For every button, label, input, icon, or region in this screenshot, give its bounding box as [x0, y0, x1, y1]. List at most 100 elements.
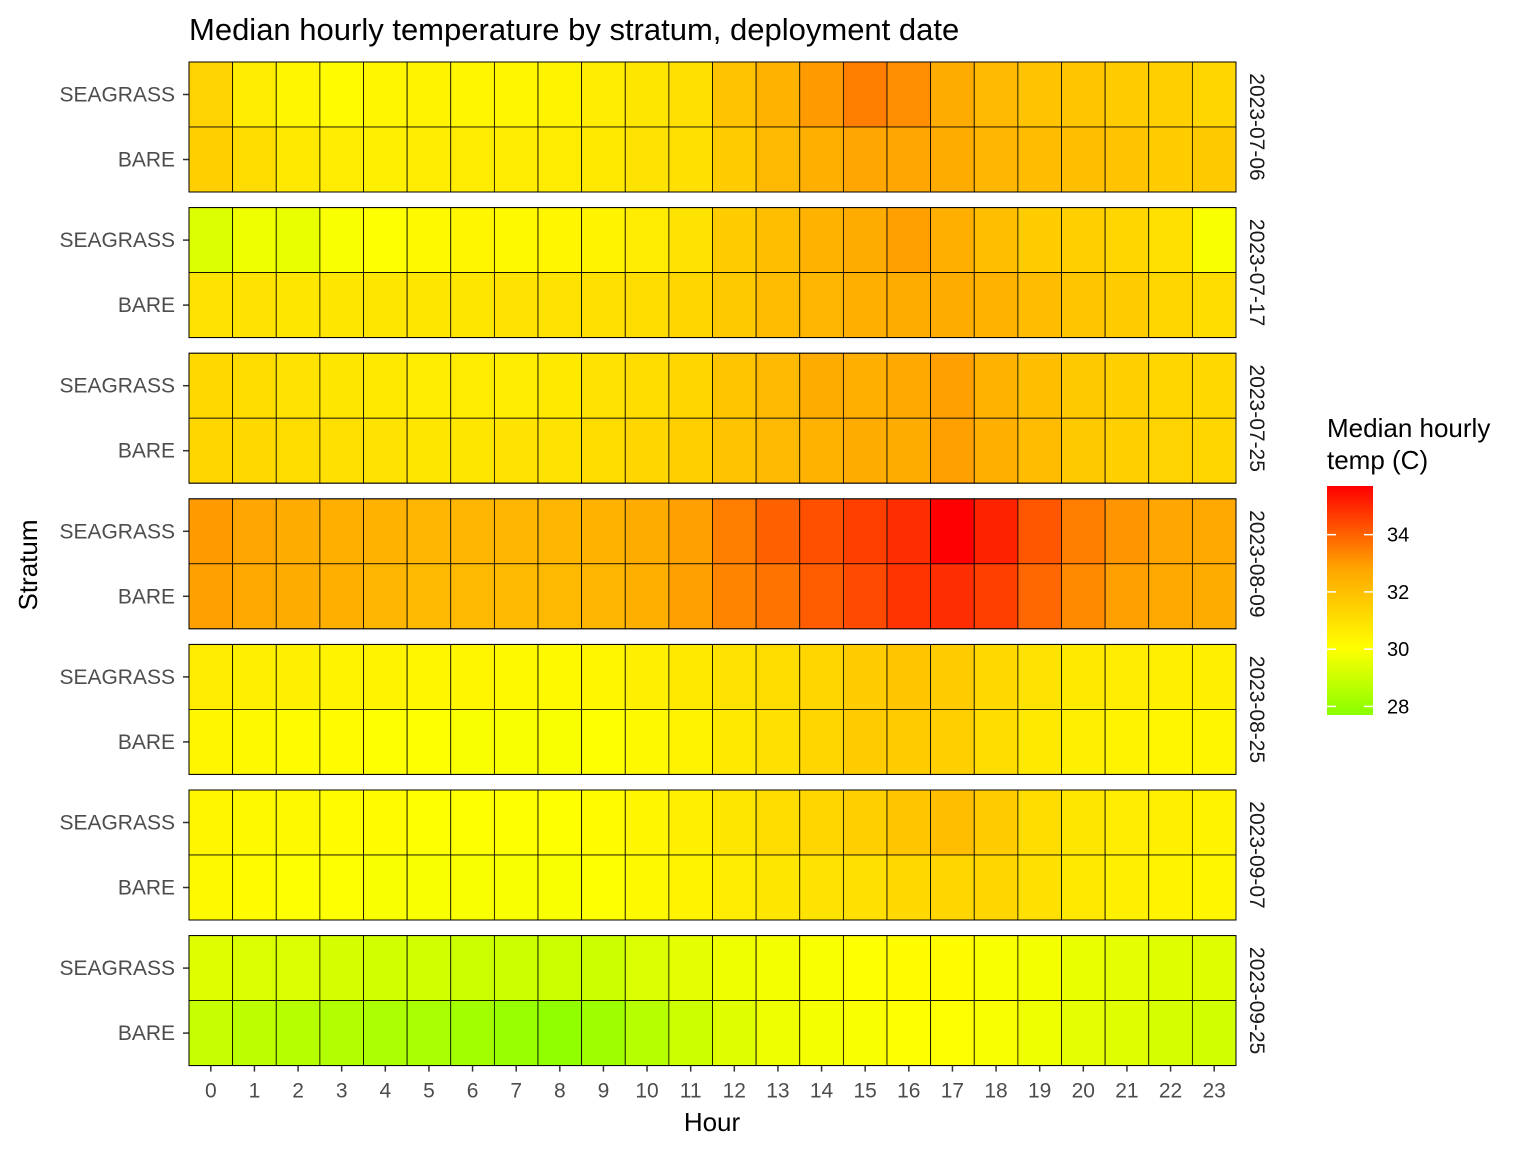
heatmap-cell	[581, 352, 626, 419]
heatmap-cell	[363, 789, 408, 856]
heatmap-cell	[1191, 644, 1237, 710]
heatmap-cell	[624, 709, 670, 775]
heatmap-cell	[624, 935, 670, 1001]
heatmap-cell	[842, 61, 888, 128]
heatmap-cell	[581, 207, 626, 274]
heatmap-cell	[973, 498, 1019, 565]
heatmap-cell	[232, 789, 277, 856]
heatmap-cell	[668, 61, 713, 128]
heatmap-cell	[1061, 207, 1106, 274]
heatmap-cell	[363, 935, 408, 1001]
legend-title-line-2: temp (C)	[1327, 445, 1428, 475]
heatmap-cell	[1104, 417, 1150, 484]
heatmap-cell	[450, 272, 495, 339]
y-axis-title: Stratum	[13, 519, 43, 610]
heatmap-cell	[1148, 417, 1193, 484]
heatmap-cell	[755, 207, 801, 274]
heatmap-cell	[493, 61, 539, 128]
heatmap-cell	[1148, 854, 1193, 921]
heatmap-cell	[799, 498, 844, 565]
heatmap-cell	[363, 854, 408, 921]
heatmap-cell	[842, 789, 888, 856]
heatmap-cell	[406, 1000, 452, 1066]
x-tick-label: 15	[854, 1080, 877, 1103]
heatmap-cell	[363, 272, 408, 339]
heatmap-cell	[232, 709, 277, 775]
legend-title-line-1: Median hourly	[1327, 413, 1490, 443]
y-tick-label: SEAGRASS	[59, 812, 175, 835]
legend-tick-label: 32	[1387, 582, 1409, 604]
heatmap-cell	[1191, 854, 1237, 921]
heatmap-cell	[363, 417, 408, 484]
heatmap-cell	[188, 644, 234, 710]
heatmap-cell	[799, 854, 844, 921]
heatmap-cell	[930, 644, 975, 710]
heatmap-cell	[930, 207, 975, 274]
heatmap-cell	[406, 207, 452, 274]
heatmap-cell	[1191, 789, 1237, 856]
heatmap-cell	[755, 935, 801, 1001]
heatmap-cell	[319, 498, 364, 565]
y-tick-label: SEAGRASS	[59, 84, 175, 107]
heatmap-cell	[232, 272, 277, 339]
heatmap-cell	[406, 498, 452, 565]
heatmap-cell	[712, 498, 757, 565]
heatmap-cell	[493, 417, 539, 484]
heatmap-cell	[1148, 352, 1193, 419]
heatmap-cell	[450, 498, 495, 565]
heatmap-cell	[581, 61, 626, 128]
heatmap-cell	[450, 789, 495, 856]
heatmap-cell	[406, 563, 452, 630]
heatmap-cell	[842, 126, 888, 193]
heatmap-cell	[450, 709, 495, 775]
heatmap-cell	[319, 272, 364, 339]
heatmap-cell	[1148, 207, 1193, 274]
heatmap-cell	[581, 563, 626, 630]
heatmap-cell	[363, 1000, 408, 1066]
heatmap-cell	[275, 61, 321, 128]
heatmap-cell	[755, 272, 801, 339]
heatmap-cell	[406, 417, 452, 484]
heatmap-cell	[624, 789, 670, 856]
heatmap-cell	[363, 563, 408, 630]
heatmap-cell	[581, 272, 626, 339]
heatmap-cell	[712, 563, 757, 630]
heatmap-cell	[493, 563, 539, 630]
heatmap-cell	[799, 935, 844, 1001]
heatmap-cell	[842, 563, 888, 630]
heatmap-cell	[581, 126, 626, 193]
heatmap-cell	[1061, 789, 1106, 856]
heatmap-cell	[1017, 272, 1062, 339]
heatmap-cell	[493, 352, 539, 419]
x-tick-label: 3	[336, 1080, 348, 1103]
heatmap-cell	[1104, 126, 1150, 193]
heatmap-cell	[973, 352, 1019, 419]
heatmap-cell	[930, 854, 975, 921]
x-tick-label: 19	[1028, 1080, 1051, 1103]
x-tick-label: 5	[423, 1080, 435, 1103]
heatmap-cell	[1017, 563, 1062, 630]
heatmap-cell	[232, 61, 277, 128]
heatmap-cell	[712, 854, 757, 921]
heatmap-cell	[537, 207, 583, 274]
heatmap-cell	[275, 854, 321, 921]
heatmap-cell	[1191, 935, 1237, 1001]
panel-border	[188, 61, 1237, 193]
heatmap-cell	[232, 1000, 277, 1066]
heatmap-cell	[930, 789, 975, 856]
heatmap-cell	[886, 1000, 932, 1066]
panel-border	[188, 207, 1237, 339]
heatmap-cell	[275, 352, 321, 419]
heatmap-cell	[363, 126, 408, 193]
panel-2023-08-25: SEAGRASS BARE 2023-08-25	[59, 643, 1268, 775]
heatmap-cell	[712, 61, 757, 128]
heatmap-cell	[450, 935, 495, 1001]
heatmap-cell	[1061, 563, 1106, 630]
heatmap-cell	[668, 207, 713, 274]
heatmap-cell	[755, 709, 801, 775]
heatmap-cell	[188, 272, 234, 339]
heatmap-cell	[363, 352, 408, 419]
heatmap-cell	[886, 935, 932, 1001]
heatmap-cell	[188, 789, 234, 856]
heatmap-cell	[842, 1000, 888, 1066]
